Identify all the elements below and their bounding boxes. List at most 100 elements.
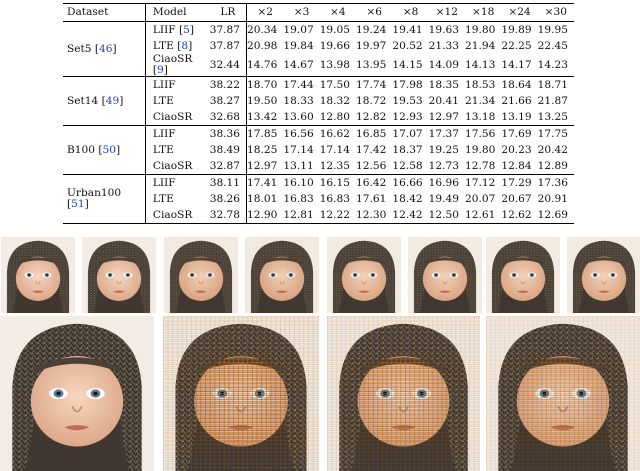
score-cell: 12.80 [319, 109, 357, 126]
table-row: CiaoSR 32.87 12.97 13.11 12.35 12.56 12.58 12.7… [63, 158, 574, 175]
citation-link[interactable]: [9] [152, 64, 168, 76]
score-cell: 17.37 [428, 127, 459, 140]
column-header: ×12 [428, 3, 465, 22]
score-cell: 12.82 [356, 109, 393, 126]
score-cell: 16.66 [392, 176, 423, 189]
score-cell: 13.98 [319, 54, 357, 77]
score-cell: 12.69 [537, 207, 574, 224]
score-cell: 21.33 [428, 39, 459, 52]
table-row: Set14 [49] LIIF 38.22 18.70 17.44 17.50 17.74 1… [63, 76, 574, 126]
citation-link[interactable]: [51] [67, 198, 89, 210]
citation-link[interactable]: [8] [173, 39, 193, 52]
score-cell: 17.74 [356, 78, 387, 91]
small-face-panel [327, 237, 401, 313]
score-cell: 16.83 [283, 192, 314, 205]
citation-link[interactable]: [49] [101, 94, 124, 107]
score-cell: 16.96 [428, 176, 459, 189]
citation-link[interactable]: [46] [94, 42, 117, 55]
score-cell: 19.53 [392, 94, 423, 107]
column-header: ×30 [537, 3, 574, 22]
dataset-cell: B100 [50] [63, 125, 146, 175]
large-face-panel [327, 316, 480, 471]
score-cell: 20.41 [428, 94, 459, 107]
citation-link[interactable]: [50] [98, 143, 121, 156]
lr-value-cell: 37.87 [209, 21, 248, 38]
score-cell: 12.35 [319, 158, 357, 175]
lr-value-cell: 38.11 [209, 174, 248, 191]
model-cell: LIIF [5] [152, 23, 195, 36]
dataset-name: B100 [67, 143, 99, 156]
score-cell: 12.78 [465, 158, 502, 175]
score-cell: 16.42 [356, 176, 387, 189]
score-cell: 19.24 [356, 23, 387, 36]
score-cell: 17.44 [283, 78, 314, 91]
score-cell: 13.11 [283, 158, 320, 175]
score-cell: 12.58 [392, 158, 429, 175]
score-cell: 19.07 [283, 23, 314, 36]
score-cell: 19.05 [319, 23, 351, 36]
score-cell: 19.66 [319, 39, 351, 52]
score-cell: 18.35 [428, 78, 459, 91]
score-cell: 20.07 [465, 192, 496, 205]
score-cell: 20.98 [247, 39, 278, 52]
score-cell: 19.41 [392, 23, 423, 36]
large-face-panel [0, 316, 154, 471]
lr-value-cell: 38.36 [209, 125, 248, 142]
large-face-panel [163, 316, 319, 471]
score-cell: 16.83 [319, 192, 351, 205]
score-cell: 16.10 [283, 176, 314, 189]
score-cell: 12.93 [392, 109, 429, 126]
score-cell: 18.33 [283, 94, 314, 107]
small-face-panel [164, 237, 238, 313]
small-face-panel [567, 237, 640, 313]
column-header: ×18 [465, 3, 502, 22]
model-cell: LTE [152, 143, 174, 156]
score-cell: 17.61 [356, 192, 387, 205]
model-cell: LTE [152, 94, 174, 107]
model-cell: LTE [152, 192, 174, 205]
score-cell: 18.70 [247, 78, 278, 91]
small-face-panel [1, 237, 75, 313]
lr-value-cell: 38.26 [209, 191, 248, 207]
score-cell: 16.15 [319, 176, 351, 189]
score-cell: 20.34 [247, 23, 278, 36]
score-cell: 18.72 [356, 94, 387, 107]
score-cell: 17.07 [392, 127, 423, 140]
column-header: ×2 [246, 3, 284, 22]
score-cell: 17.69 [501, 127, 532, 140]
model-cell: LIIF [152, 176, 176, 189]
score-cell: 13.25 [537, 109, 574, 126]
score-cell: 14.17 [501, 54, 538, 77]
score-cell: 20.91 [537, 192, 568, 205]
score-cell: 12.50 [428, 207, 465, 224]
score-cell: 14.67 [283, 54, 320, 77]
column-header: LR [209, 3, 248, 22]
model-cell: LTE [8] [152, 39, 193, 52]
score-cell: 19.89 [501, 23, 532, 36]
score-cell: 21.87 [537, 94, 568, 107]
score-cell: 12.73 [428, 158, 465, 175]
column-header: ×3 [283, 3, 320, 22]
table-row: B100 [50] LIIF 38.36 17.85 16.56 16.62 16.85 17… [63, 125, 574, 175]
score-cell: 22.25 [501, 39, 532, 52]
score-cell: 19.25 [428, 143, 459, 156]
score-cell: 16.62 [319, 127, 351, 140]
small-face-panel [486, 237, 560, 313]
table-row: Set5 [46] LIIF [5] 37.87 20.34 19.07 19.05 19.… [63, 21, 574, 77]
lr-value-cell: 32.78 [209, 207, 248, 224]
score-cell: 13.95 [356, 54, 393, 77]
score-cell: 17.12 [465, 176, 496, 189]
score-cell: 12.81 [283, 207, 320, 224]
table-row: CiaoSR 32.68 13.42 13.60 12.80 12.82 12.93 12.9… [63, 109, 574, 126]
score-cell: 17.56 [465, 127, 496, 140]
score-cell: 14.76 [246, 54, 284, 77]
score-cell: 17.42 [356, 143, 387, 156]
score-cell: 20.42 [537, 143, 568, 156]
score-cell: 14.23 [537, 54, 574, 77]
lr-value-cell: 38.49 [209, 142, 248, 158]
score-cell: 17.29 [501, 176, 532, 189]
score-cell: 18.01 [247, 192, 278, 205]
score-cell: 17.41 [247, 176, 278, 189]
citation-link[interactable]: [5] [175, 23, 195, 36]
column-header: ×8 [392, 3, 429, 22]
